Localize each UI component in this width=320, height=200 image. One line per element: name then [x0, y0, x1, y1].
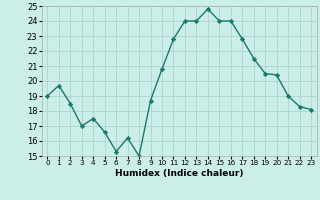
X-axis label: Humidex (Indice chaleur): Humidex (Indice chaleur)	[115, 169, 244, 178]
